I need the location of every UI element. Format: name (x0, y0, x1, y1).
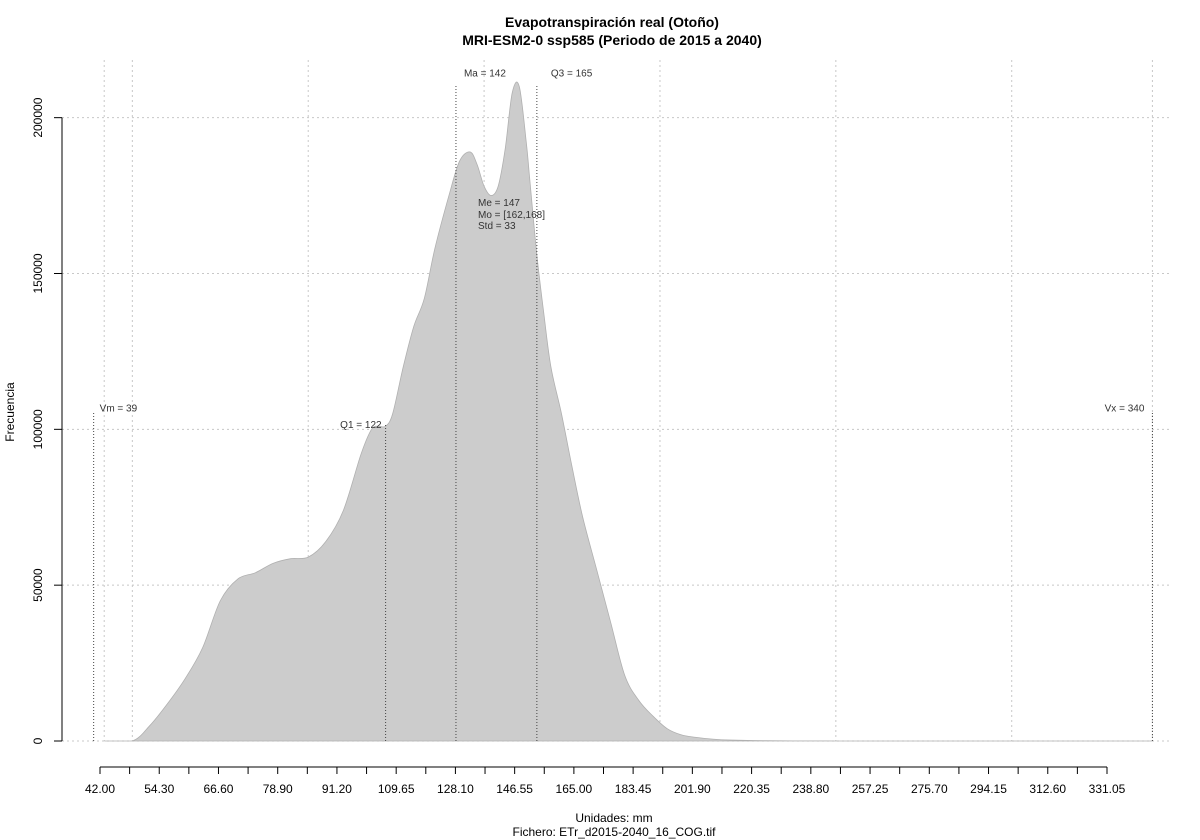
annotation-label: Q1 = 122 (340, 420, 382, 431)
y-tick-label: 100000 (31, 409, 45, 449)
x-tick-label: 146.55 (496, 782, 533, 796)
density-area-path (104, 81, 1153, 742)
x-tick-label: 128.10 (437, 782, 474, 796)
annotation-label: Vx = 340 (1105, 404, 1145, 415)
x-tick-label: 238.80 (792, 782, 829, 796)
x-tick-label: 54.30 (144, 782, 174, 796)
y-tick-label: 150000 (31, 253, 45, 293)
x-tick-label: 275.70 (911, 782, 948, 796)
annotation-label: Ma = 142 (464, 68, 506, 79)
y-tick-label: 200000 (31, 97, 45, 137)
annotation-lines: Vm = 39 Q1 = 122 Ma = 142 Q3 = 165 Vx = 340 (93, 68, 1153, 741)
x-tick-label: 331.05 (1089, 782, 1126, 796)
stats-box: Me = 147 Mo = [162,168] Std = 33 (478, 198, 545, 232)
x-tick-label: 312.60 (1029, 782, 1066, 796)
chart-subtitle: MRI-ESM2-0 ssp585 (Periodo de 2015 a 204… (462, 32, 762, 48)
density-area (104, 81, 1153, 742)
x-tick-label: 66.60 (203, 782, 233, 796)
y-axis-label: Frecuencia (3, 382, 17, 442)
stat-std: Std = 33 (478, 221, 516, 232)
x-tick-label: 294.15 (970, 782, 1007, 796)
stat-mode: Mo = [162,168] (478, 210, 545, 221)
x-axis: 42.00 54.30 66.60 78.90 91.20 109.65 128.10 146… (85, 766, 1126, 796)
x-tick-label: 183.45 (615, 782, 652, 796)
annotation-label: Vm = 39 (100, 404, 138, 415)
x-tick-label: 257.25 (852, 782, 889, 796)
x-tick-label: 42.00 (85, 782, 115, 796)
annotation-label: Q3 = 165 (551, 68, 593, 79)
y-tick-label: 0 (31, 737, 45, 744)
x-tick-label: 165.00 (556, 782, 593, 796)
y-axis: 0 50000 100000 150000 200000 (31, 97, 63, 744)
x-tick-label: 91.20 (322, 782, 352, 796)
y-tick-label: 50000 (31, 568, 45, 602)
stat-median: Me = 147 (478, 198, 520, 209)
x-tick-label: 201.90 (674, 782, 711, 796)
x-tick-label: 220.35 (733, 782, 770, 796)
chart-title: Evapotranspiración real (Otoño) (505, 14, 719, 30)
x-axis-label: Unidades: mm (575, 811, 652, 825)
x-tick-label: 78.90 (263, 782, 293, 796)
file-footer: Fichero: ETr_d2015-2040_16_COG.tif (513, 825, 717, 839)
x-tick-label: 109.65 (378, 782, 415, 796)
